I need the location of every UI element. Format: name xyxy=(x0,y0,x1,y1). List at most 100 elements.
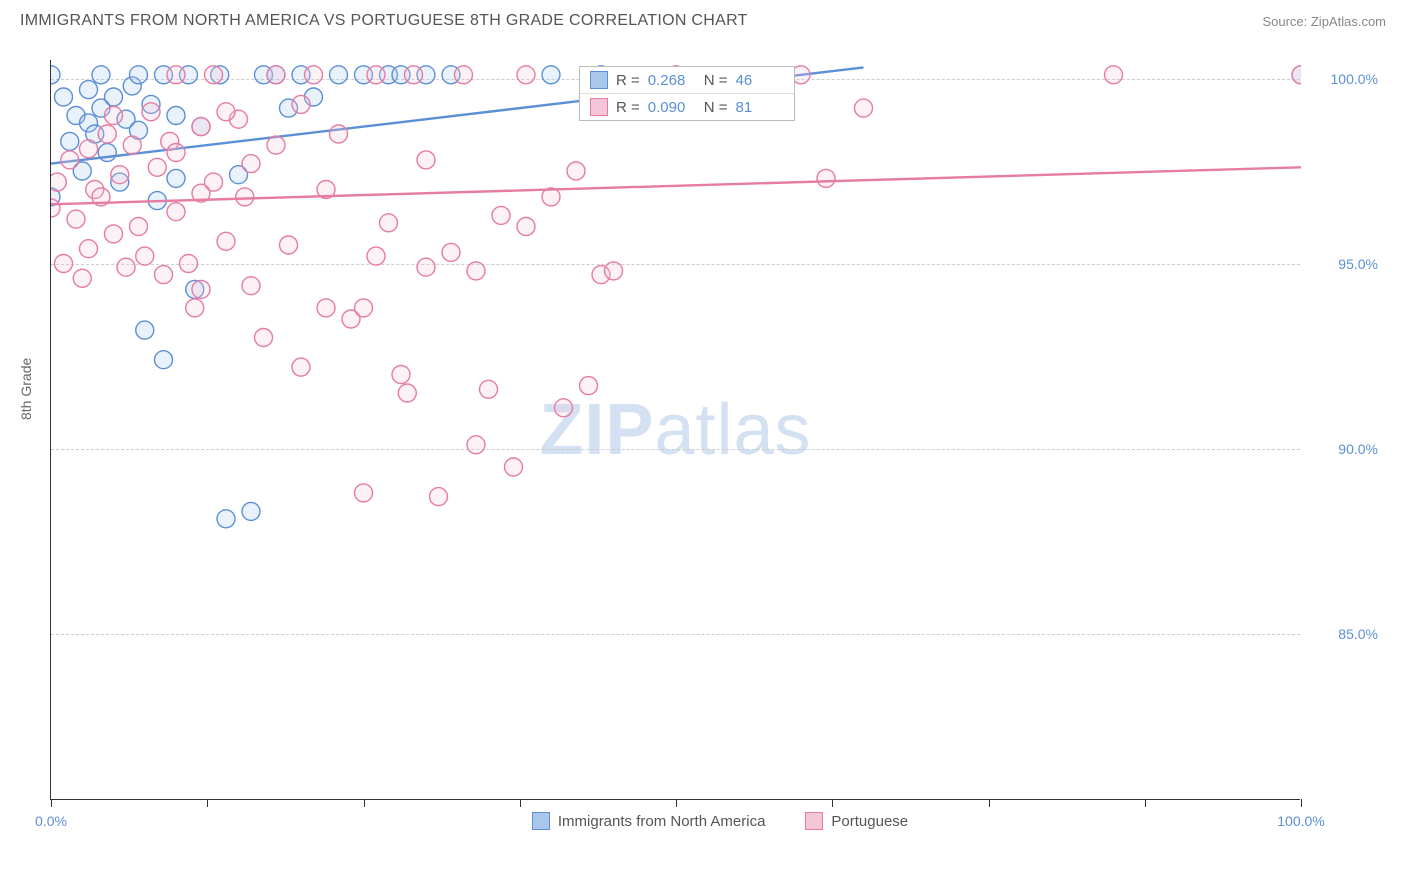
scatter-point xyxy=(467,262,485,280)
scatter-point xyxy=(605,262,623,280)
chart-title: IMMIGRANTS FROM NORTH AMERICA VS PORTUGU… xyxy=(20,12,748,30)
scatter-point xyxy=(267,66,285,84)
scatter-point xyxy=(1105,66,1123,84)
stats-row-series-0: R = 0.268 N = 46 xyxy=(580,67,794,94)
x-tick xyxy=(1301,799,1302,807)
n-value-1: 81 xyxy=(736,99,784,116)
scatter-point xyxy=(155,266,173,284)
scatter-point xyxy=(61,132,79,150)
y-tick-label: 90.0% xyxy=(1308,441,1378,457)
scatter-point xyxy=(555,399,573,417)
scatter-point xyxy=(205,66,223,84)
scatter-point xyxy=(367,66,385,84)
legend-label-0: Immigrants from North America xyxy=(558,813,766,830)
scatter-point xyxy=(167,169,185,187)
x-tick xyxy=(51,799,52,807)
scatter-point xyxy=(392,366,410,384)
scatter-point xyxy=(167,144,185,162)
scatter-point xyxy=(330,125,348,143)
scatter-point xyxy=(180,255,198,273)
x-tick xyxy=(1145,799,1146,807)
scatter-point xyxy=(305,66,323,84)
scatter-point xyxy=(517,218,535,236)
plot-area: ZIPatlas R = 0.268 N = 46 R = 0.090 N = … xyxy=(50,60,1300,800)
scatter-point xyxy=(792,66,810,84)
scatter-point xyxy=(355,484,373,502)
scatter-point xyxy=(242,277,260,295)
stats-row-series-1: R = 0.090 N = 81 xyxy=(580,94,794,120)
scatter-point xyxy=(92,66,110,84)
scatter-point xyxy=(136,321,154,339)
scatter-point xyxy=(355,299,373,317)
scatter-point xyxy=(80,81,98,99)
scatter-point xyxy=(51,173,66,191)
scatter-point xyxy=(330,66,348,84)
scatter-point xyxy=(405,66,423,84)
scatter-point xyxy=(80,240,98,258)
scatter-point xyxy=(467,436,485,454)
r-label-0: R = xyxy=(616,72,640,89)
scatter-point xyxy=(367,247,385,265)
scatter-point xyxy=(505,458,523,476)
scatter-point xyxy=(105,88,123,106)
scatter-point xyxy=(51,66,60,84)
scatter-point xyxy=(80,140,98,158)
x-tick xyxy=(520,799,521,807)
scatter-point xyxy=(61,151,79,169)
x-tick xyxy=(676,799,677,807)
scatter-point xyxy=(142,103,160,121)
n-label-1: N = xyxy=(704,99,728,116)
scatter-point xyxy=(130,66,148,84)
source-label: Source: ZipAtlas.com xyxy=(1262,14,1386,29)
scatter-point xyxy=(480,380,498,398)
x-tick xyxy=(989,799,990,807)
scatter-point xyxy=(492,206,510,224)
scatter-point xyxy=(417,258,435,276)
y-tick-label: 100.0% xyxy=(1308,71,1378,87)
scatter-point xyxy=(98,125,116,143)
scatter-point xyxy=(817,169,835,187)
scatter-point xyxy=(55,255,73,273)
scatter-point xyxy=(186,299,204,317)
scatter-point xyxy=(167,107,185,125)
scatter-point xyxy=(105,107,123,125)
scatter-point xyxy=(517,66,535,84)
x-tick xyxy=(832,799,833,807)
scatter-point xyxy=(280,236,298,254)
scatter-point xyxy=(55,88,73,106)
scatter-point xyxy=(155,351,173,369)
scatter-point xyxy=(430,488,448,506)
scatter-point xyxy=(580,377,598,395)
n-label-0: N = xyxy=(704,72,728,89)
scatter-point xyxy=(255,329,273,347)
scatter-point xyxy=(167,66,185,84)
scatter-point xyxy=(292,358,310,376)
scatter-point xyxy=(542,66,560,84)
scatter-point xyxy=(130,218,148,236)
scatter-point xyxy=(267,136,285,154)
scatter-point xyxy=(217,510,235,528)
scatter-point xyxy=(167,203,185,221)
legend-swatch-0 xyxy=(532,812,550,830)
scatter-point xyxy=(67,210,85,228)
scatter-svg xyxy=(51,60,1301,800)
scatter-point xyxy=(567,162,585,180)
scatter-point xyxy=(317,299,335,317)
n-value-0: 46 xyxy=(736,72,784,89)
scatter-point xyxy=(117,258,135,276)
legend-item-1: Portuguese xyxy=(805,812,908,830)
scatter-point xyxy=(398,384,416,402)
swatch-series-0 xyxy=(590,71,608,89)
scatter-point xyxy=(855,99,873,117)
legend-bottom: Immigrants from North America Portuguese xyxy=(50,812,1390,830)
y-tick-label: 95.0% xyxy=(1308,256,1378,272)
scatter-point xyxy=(217,103,235,121)
r-value-0: 0.268 xyxy=(648,72,696,89)
scatter-point xyxy=(217,232,235,250)
scatter-point xyxy=(292,95,310,113)
scatter-point xyxy=(192,280,210,298)
x-tick xyxy=(364,799,365,807)
y-axis-label: 8th Grade xyxy=(18,358,34,420)
scatter-point xyxy=(417,151,435,169)
legend-label-1: Portuguese xyxy=(831,813,908,830)
